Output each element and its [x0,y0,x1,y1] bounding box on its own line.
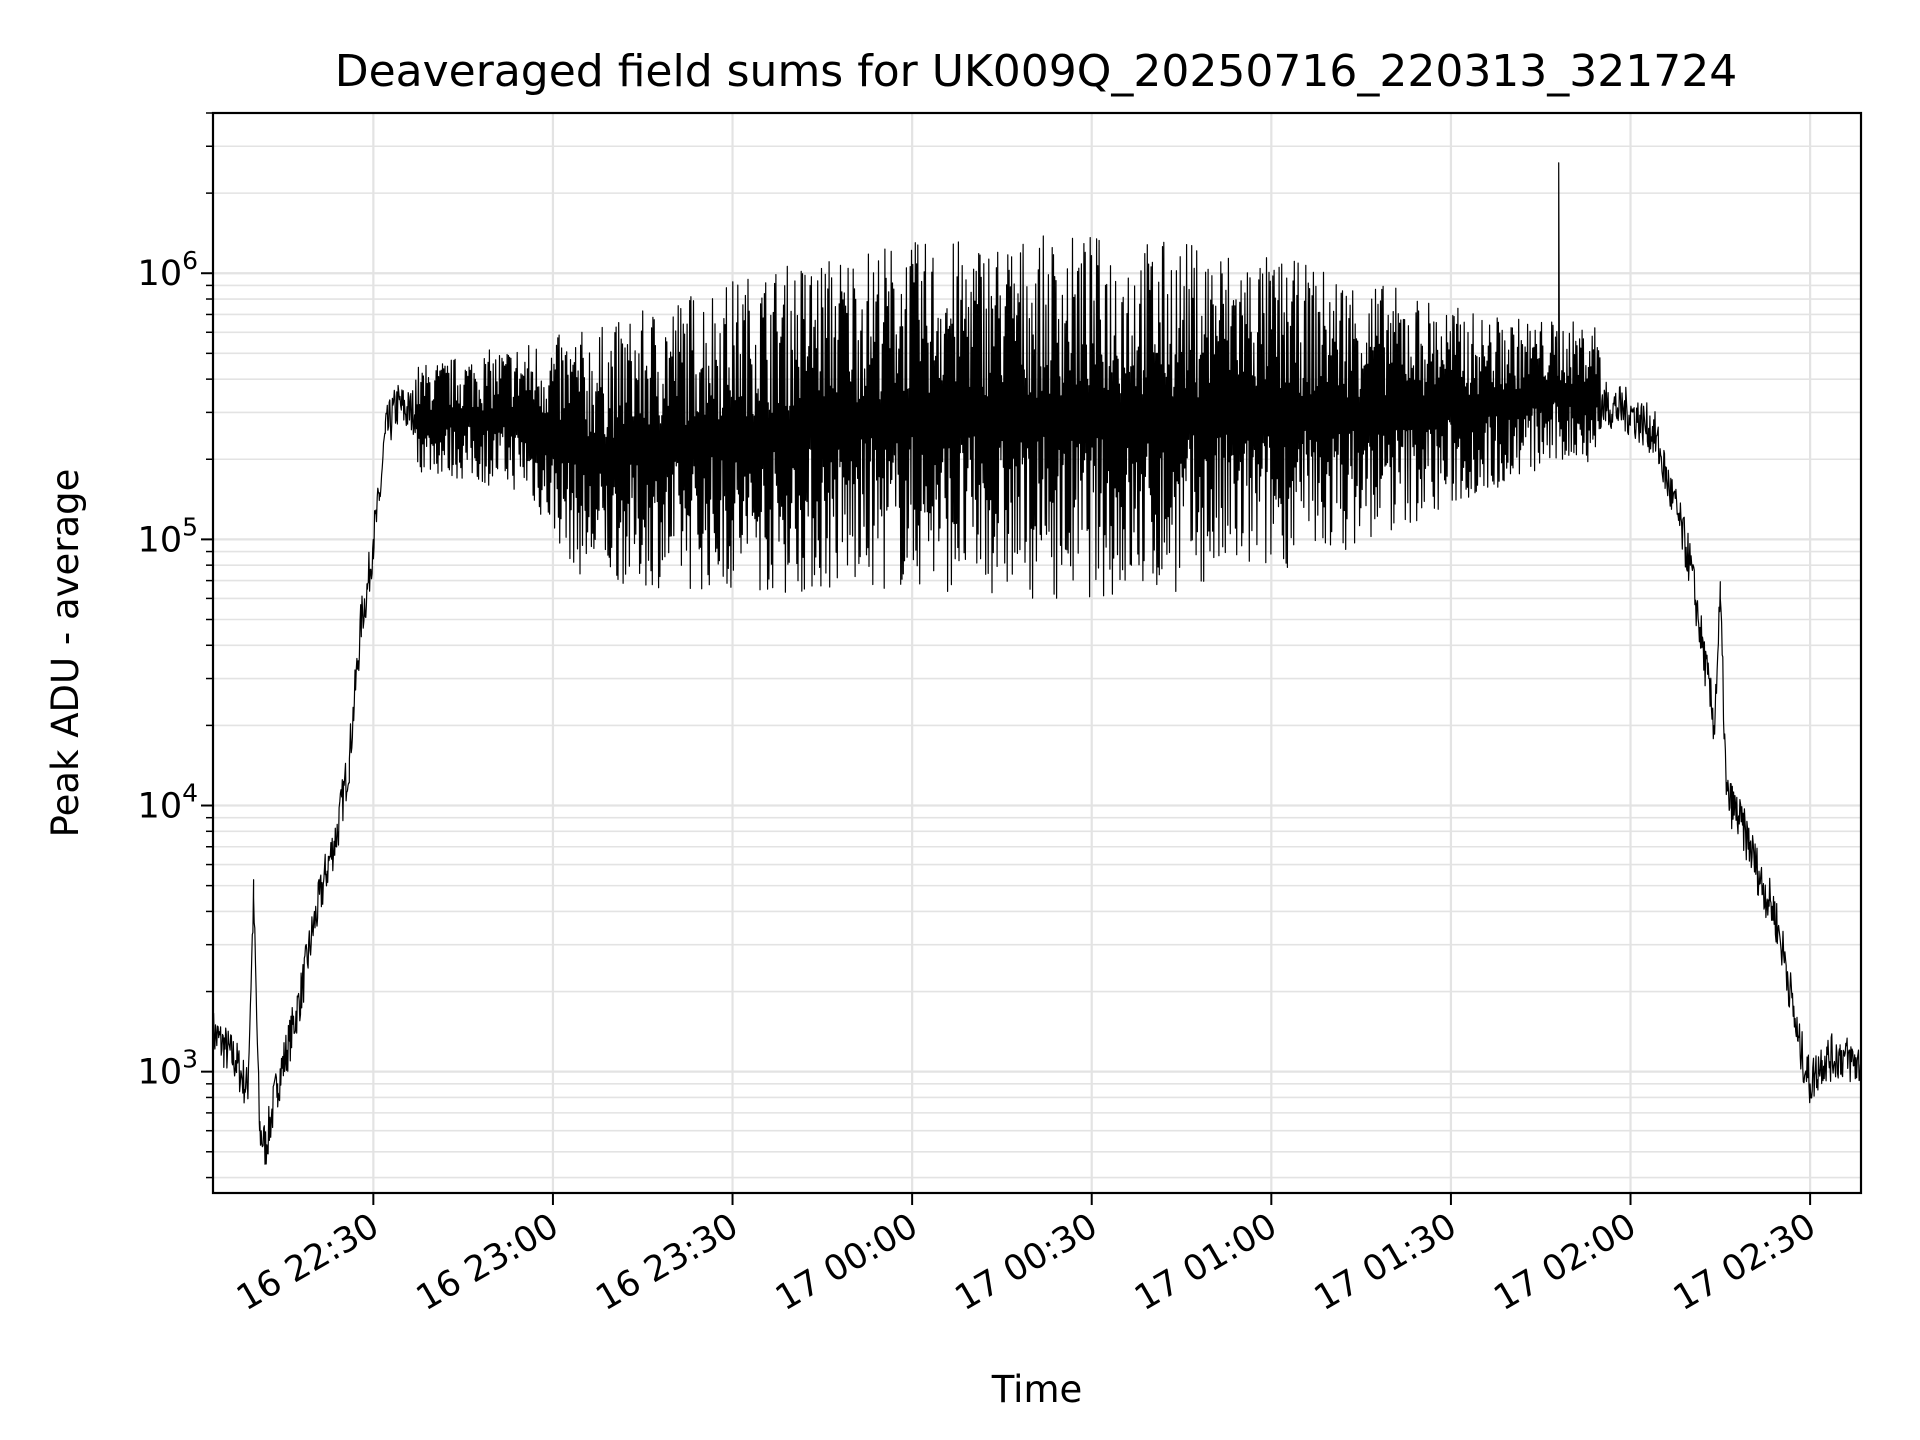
y-tick-label: 103 [138,1045,198,1093]
plot-frame [213,113,1861,1193]
x-tick-label: 16 22:30 [230,1206,386,1319]
x-tick-label: 16 23:30 [589,1206,745,1319]
x-axis: 16 22:30 16 23:00 16 23:30 17 00:00 17 00:30… [230,1193,1822,1319]
x-tick-label: 17 02:30 [1667,1206,1823,1319]
y-axis-label: Peak ADU - average [44,469,87,838]
chart-title: Deaveraged field sums for UK009Q_2025071… [335,46,1738,97]
x-axis-label: Time [991,1368,1083,1411]
y-tick-label: 105 [138,512,198,560]
chart-canvas: Deaveraged field sums for UK009Q_2025071… [0,0,1920,1440]
grid [213,113,1861,1193]
x-tick-label: 17 01:30 [1308,1206,1464,1319]
data-series-line [213,163,1861,1164]
x-tick-label: 17 02:00 [1487,1206,1643,1319]
x-tick-label: 16 23:00 [410,1206,566,1319]
x-tick-label: 17 01:00 [1128,1206,1284,1319]
x-tick-label: 17 00:00 [769,1206,925,1319]
y-tick-label: 104 [138,779,198,827]
y-tick-label: 106 [138,246,198,294]
data-line-group [213,163,1861,1164]
y-axis: 103 104 105 106 [138,113,213,1178]
x-tick-label: 17 00:30 [949,1206,1105,1319]
